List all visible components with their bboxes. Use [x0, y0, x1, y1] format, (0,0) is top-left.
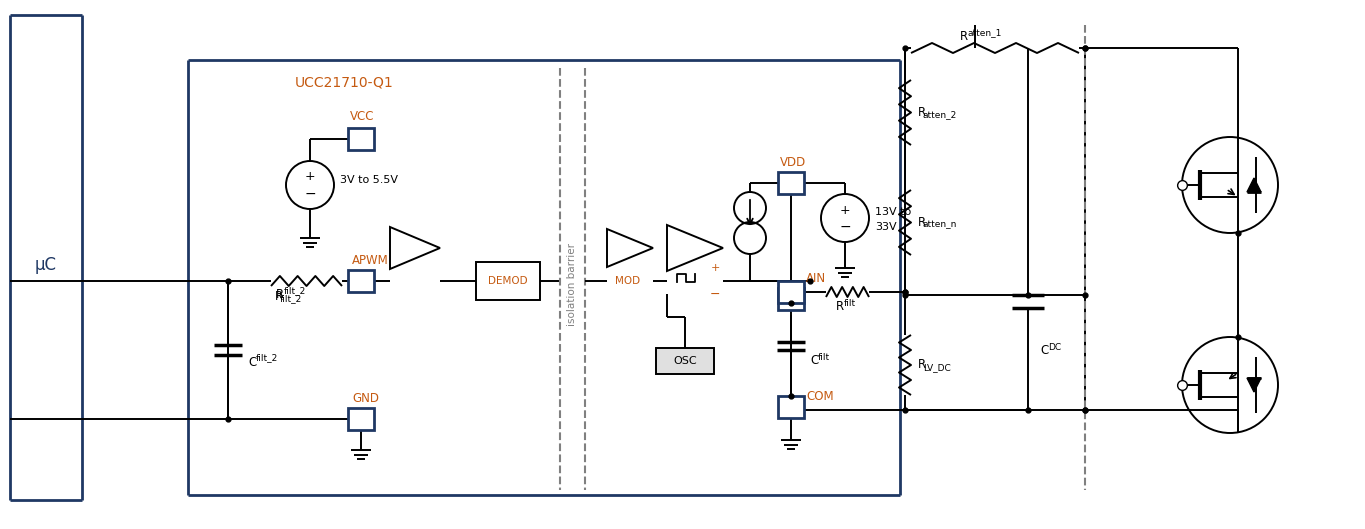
Text: atten_1: atten_1	[968, 29, 1002, 38]
Text: VDD: VDD	[779, 156, 807, 169]
Text: C: C	[248, 355, 257, 369]
Text: atten_2: atten_2	[923, 111, 957, 120]
Text: VCC: VCC	[349, 111, 374, 123]
Bar	[657, 348, 714, 374]
Text: 33V: 33V	[875, 222, 897, 232]
Text: AIN: AIN	[805, 271, 826, 285]
Text: filt_2: filt_2	[257, 353, 278, 362]
Bar	[348, 408, 374, 430]
Text: +: +	[839, 204, 850, 216]
Polygon shape	[1248, 378, 1261, 392]
Text: filt_2: filt_2	[284, 287, 306, 296]
Bar	[778, 288, 804, 310]
Text: 13V to: 13V to	[875, 207, 912, 217]
Bar	[348, 270, 374, 292]
Text: −: −	[304, 187, 315, 201]
Text: filt_2: filt_2	[280, 294, 302, 303]
Bar	[348, 128, 374, 150]
Text: LV_DC: LV_DC	[923, 363, 950, 372]
Bar	[778, 281, 804, 303]
Text: UCC21710-Q1: UCC21710-Q1	[295, 75, 393, 89]
Text: COM: COM	[805, 389, 834, 403]
Bar	[778, 396, 804, 418]
Bar	[778, 172, 804, 194]
Text: C: C	[809, 353, 818, 367]
Text: OSC: OSC	[673, 356, 696, 366]
Text: −: −	[839, 220, 850, 234]
Text: +: +	[304, 170, 315, 184]
Text: μC: μC	[35, 256, 57, 274]
Text: APWM: APWM	[352, 253, 389, 267]
Text: R: R	[919, 106, 925, 119]
Polygon shape	[1248, 178, 1261, 192]
Text: R: R	[919, 359, 925, 371]
Text: C: C	[1040, 343, 1048, 357]
Text: DEMOD: DEMOD	[489, 276, 528, 286]
Text: GND: GND	[352, 391, 379, 405]
Text: R: R	[835, 300, 844, 314]
Text: R: R	[274, 289, 283, 303]
Text: 3V to 5.5V: 3V to 5.5V	[340, 175, 399, 185]
Text: atten_n: atten_n	[923, 221, 957, 230]
Text: +: +	[710, 263, 719, 273]
Text: R: R	[960, 30, 968, 42]
Text: R: R	[276, 288, 284, 302]
Text: −: −	[710, 287, 721, 300]
Text: R: R	[919, 216, 925, 229]
Text: DC: DC	[1048, 342, 1061, 351]
Text: isolation barrier: isolation barrier	[566, 243, 577, 326]
Bar	[476, 262, 541, 300]
Text: filt: filt	[818, 352, 830, 361]
Text: filt: filt	[844, 298, 856, 307]
Text: MOD: MOD	[616, 276, 640, 286]
